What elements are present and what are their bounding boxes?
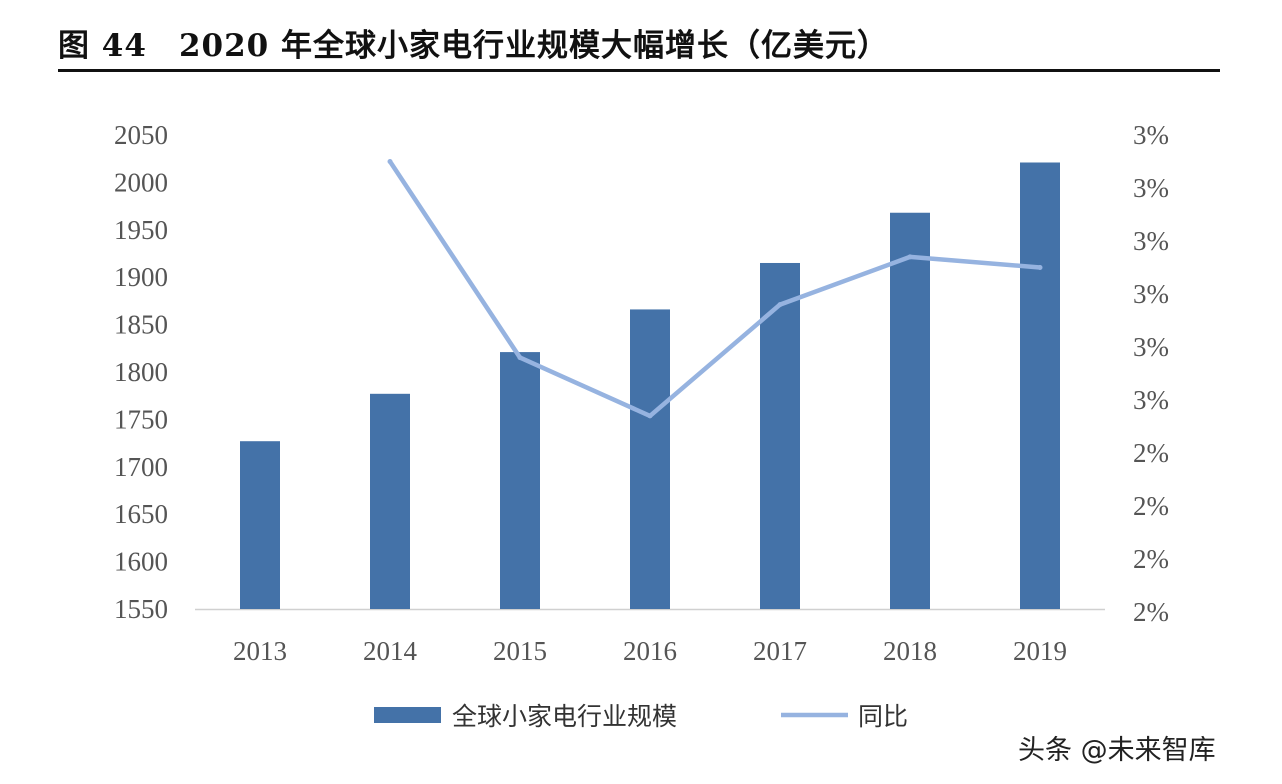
yoy-line bbox=[387, 159, 1043, 419]
left-tick-label: 1550 bbox=[114, 594, 168, 624]
left-tick-label: 1900 bbox=[114, 262, 168, 292]
bar-2013 bbox=[240, 441, 280, 609]
right-tick-label: 2% bbox=[1133, 491, 1169, 521]
bar-2015 bbox=[500, 352, 540, 609]
right-y-axis: 2% 2% 2% 2% 3% 3% 3% 3% 3% 3% bbox=[1133, 120, 1169, 627]
bar-2019 bbox=[1020, 162, 1060, 609]
title-divider bbox=[58, 69, 1220, 72]
line-point-2019 bbox=[1037, 265, 1043, 270]
right-tick-label: 3% bbox=[1133, 385, 1169, 415]
right-tick-label: 3% bbox=[1133, 226, 1169, 256]
right-tick-label: 2% bbox=[1133, 597, 1169, 627]
right-tick-label: 3% bbox=[1133, 120, 1169, 150]
line-series bbox=[387, 159, 1043, 419]
figure-number: 图 44 bbox=[58, 28, 147, 64]
x-tick-label: 2016 bbox=[623, 636, 677, 666]
legend-line-label: 同比 bbox=[858, 702, 908, 731]
x-tick-label: 2015 bbox=[493, 636, 547, 666]
left-tick-label: 1600 bbox=[114, 547, 168, 577]
right-tick-label: 3% bbox=[1133, 173, 1169, 203]
left-tick-label: 2050 bbox=[114, 120, 168, 150]
bar-2016 bbox=[630, 309, 670, 609]
x-tick-label: 2013 bbox=[233, 636, 287, 666]
x-axis: 2013 2014 2015 2016 2017 2018 2019 bbox=[233, 636, 1067, 666]
bar-series bbox=[240, 162, 1060, 609]
bar-2018 bbox=[890, 212, 930, 609]
right-tick-label: 2% bbox=[1133, 438, 1169, 468]
watermark: 头条 @未来智库 bbox=[1018, 735, 1216, 766]
left-tick-label: 1850 bbox=[114, 310, 168, 340]
legend-bar-label: 全球小家电行业规模 bbox=[452, 702, 677, 731]
left-tick-label: 1800 bbox=[114, 357, 168, 387]
line-point-2015 bbox=[517, 355, 523, 361]
right-tick-label: 3% bbox=[1133, 332, 1169, 362]
line-point-2016 bbox=[647, 413, 653, 419]
left-y-axis: 1550 1600 1650 1700 1750 1800 1850 1900 1950 2000… bbox=[114, 120, 168, 624]
left-tick-label: 1700 bbox=[114, 452, 168, 482]
bar-2017 bbox=[760, 262, 800, 609]
left-tick-label: 1950 bbox=[114, 215, 168, 245]
line-point-2014 bbox=[387, 159, 393, 164]
right-tick-label: 2% bbox=[1133, 544, 1169, 574]
left-tick-label: 1750 bbox=[114, 404, 168, 434]
x-tick-label: 2018 bbox=[883, 636, 937, 666]
bar-2014 bbox=[370, 393, 410, 609]
x-tick-label: 2014 bbox=[363, 636, 418, 666]
line-point-2018 bbox=[907, 254, 913, 260]
x-tick-label: 2017 bbox=[753, 636, 807, 666]
x-tick-label: 2019 bbox=[1013, 636, 1067, 666]
legend-bar-swatch bbox=[374, 707, 441, 723]
figure-title-text: 2020 年全球小家电行业规模大幅增长（亿美元） bbox=[178, 28, 890, 64]
left-tick-label: 2000 bbox=[114, 167, 168, 197]
left-tick-label: 1650 bbox=[114, 499, 168, 529]
right-tick-label: 3% bbox=[1133, 279, 1169, 309]
figure-title: 图 44 2020 年全球小家电行业规模大幅增长（亿美元） bbox=[58, 20, 889, 65]
legend: 全球小家电行业规模 同比 bbox=[374, 702, 908, 731]
line-point-2017 bbox=[777, 302, 783, 308]
